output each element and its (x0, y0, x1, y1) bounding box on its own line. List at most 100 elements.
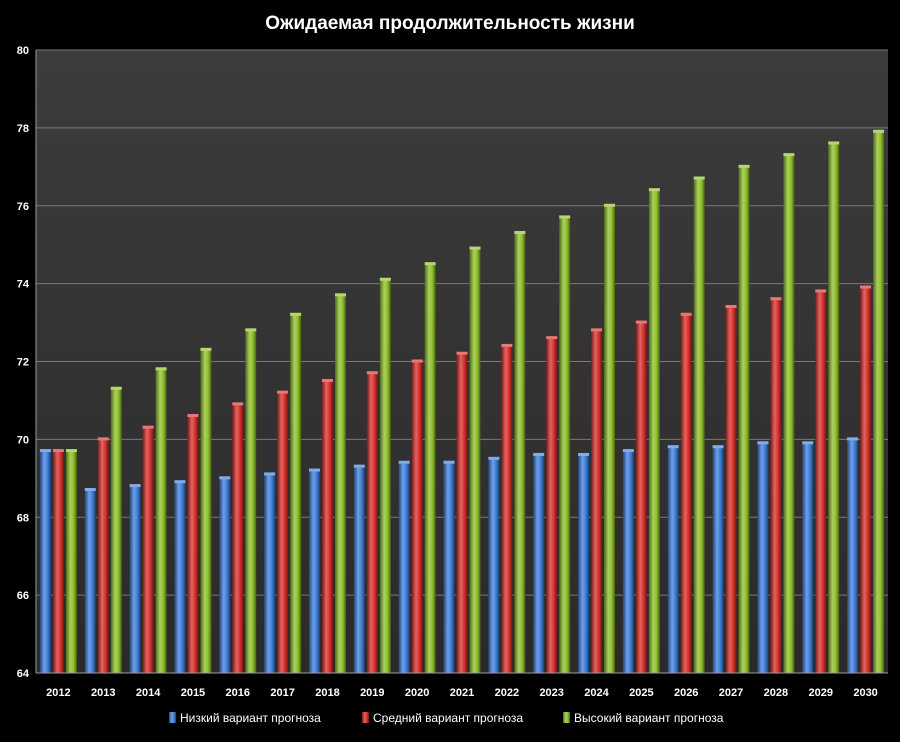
bar-2018-series-2 (321, 380, 333, 673)
bar-2020-series-1 (398, 462, 410, 673)
x-tick-label: 2016 (226, 687, 250, 699)
x-tick-label: 2025 (629, 687, 653, 699)
bar-2023-series-1 (533, 454, 545, 673)
bar-2019-series-2 (366, 373, 378, 673)
bar-top-2027-series-2 (725, 304, 737, 308)
bar-top-2025-series-1 (622, 449, 634, 453)
bar-top-2019-series-1 (353, 464, 365, 468)
bar-2025-series-2 (635, 322, 647, 673)
x-tick-label: 2029 (808, 687, 832, 699)
bars (39, 129, 885, 674)
x-tick-label: 2022 (495, 687, 519, 699)
bar-top-2015-series-1 (174, 480, 186, 484)
bar-top-2020-series-3 (424, 262, 436, 266)
bar-2025-series-3 (648, 190, 660, 674)
bar-2019-series-1 (353, 466, 365, 673)
bar-2017-series-2 (277, 392, 289, 673)
bar-2016-series-1 (219, 478, 231, 673)
bar-2013-series-3 (110, 388, 122, 673)
bar-top-2025-series-2 (635, 320, 647, 324)
bar-top-2025-series-3 (648, 188, 660, 192)
bar-top-2021-series-1 (443, 460, 455, 464)
bar-2029-series-2 (815, 291, 827, 673)
x-tick-label: 2026 (674, 687, 698, 699)
y-tick-label: 66 (17, 590, 29, 602)
bar-top-2028-series-3 (783, 153, 795, 157)
bar-2027-series-3 (738, 166, 750, 673)
bar-top-2029-series-1 (802, 441, 814, 445)
y-tick-label: 68 (17, 512, 29, 524)
bar-2012-series-1 (39, 451, 51, 673)
bar-2012-series-2 (52, 451, 64, 673)
bar-top-2017-series-3 (290, 312, 302, 316)
bar-2026-series-2 (680, 314, 692, 673)
legend: Низкий вариант прогноза Средний вариант п… (169, 711, 724, 725)
bar-top-2027-series-1 (712, 445, 724, 449)
x-tick-label: 2019 (360, 687, 384, 699)
bar-2022-series-2 (501, 345, 513, 673)
bar-top-2026-series-3 (693, 176, 705, 180)
bar-top-2012-series-1 (39, 449, 51, 453)
x-tick-label: 2015 (181, 687, 205, 699)
bar-2024-series-2 (591, 330, 603, 673)
bar-top-2022-series-3 (514, 231, 526, 235)
bar-2020-series-3 (424, 264, 436, 673)
bar-2017-series-1 (264, 474, 276, 673)
bar-2030-series-2 (860, 287, 872, 673)
bar-2023-series-2 (546, 338, 558, 673)
bar-2026-series-1 (667, 447, 679, 673)
bar-2021-series-1 (443, 462, 455, 673)
bar-top-2016-series-2 (232, 402, 244, 406)
bar-top-2013-series-3 (110, 386, 122, 390)
bar-top-2018-series-1 (308, 468, 320, 472)
bar-2023-series-3 (559, 217, 571, 673)
bar-2017-series-3 (290, 314, 302, 673)
bar-top-2027-series-3 (738, 164, 750, 168)
bar-2028-series-2 (770, 299, 782, 673)
bar-2029-series-1 (802, 443, 814, 673)
bar-2012-series-3 (65, 451, 77, 673)
bar-top-2030-series-3 (873, 129, 885, 133)
x-tick-label: 2021 (450, 687, 474, 699)
bar-top-2028-series-2 (770, 297, 782, 301)
bar-top-2018-series-2 (321, 378, 333, 382)
bar-top-2030-series-2 (860, 285, 872, 289)
bar-top-2029-series-3 (828, 141, 840, 145)
bar-top-2026-series-2 (680, 312, 692, 316)
y-axis: 64 66 68 70 72 74 76 78 80 (17, 45, 37, 680)
x-tick-label: 2027 (719, 687, 743, 699)
bar-top-2015-series-2 (187, 414, 199, 418)
bar-2029-series-3 (828, 143, 840, 673)
bar-top-2015-series-3 (200, 347, 212, 351)
x-axis: 2012 2013 2014 2015 2016 2017 2018 2019 2020 2021… (36, 672, 888, 699)
bar-2014-series-1 (129, 486, 141, 673)
bar-2014-series-2 (142, 427, 154, 673)
y-tick-label: 70 (17, 434, 29, 446)
x-tick-label: 2028 (764, 687, 788, 699)
x-tick-label: 2012 (46, 687, 70, 699)
bar-top-2014-series-2 (142, 425, 154, 429)
bar-2021-series-3 (469, 248, 481, 674)
bar-2028-series-1 (757, 443, 769, 673)
x-tick-label: 2030 (853, 687, 877, 699)
y-tick-label: 80 (17, 45, 29, 57)
legend-swatch-1 (169, 712, 176, 723)
bar-2013-series-1 (84, 489, 96, 673)
bar-top-2021-series-3 (469, 246, 481, 250)
bar-2015-series-3 (200, 349, 212, 673)
bar-top-2029-series-2 (815, 289, 827, 293)
x-tick-label: 2018 (315, 687, 339, 699)
bar-top-2020-series-1 (398, 460, 410, 464)
bar-2030-series-1 (847, 439, 859, 673)
bar-top-2022-series-1 (488, 456, 500, 460)
bar-2018-series-3 (334, 295, 346, 673)
bar-2020-series-2 (411, 361, 423, 673)
bar-top-2014-series-1 (129, 484, 141, 488)
bar-top-2022-series-2 (501, 343, 513, 347)
bar-top-2017-series-1 (264, 472, 276, 476)
bar-top-2021-series-2 (456, 351, 468, 355)
bar-2015-series-1 (174, 482, 186, 673)
bar-2022-series-1 (488, 458, 500, 673)
bar-top-2017-series-2 (277, 390, 289, 394)
bar-2027-series-2 (725, 306, 737, 673)
